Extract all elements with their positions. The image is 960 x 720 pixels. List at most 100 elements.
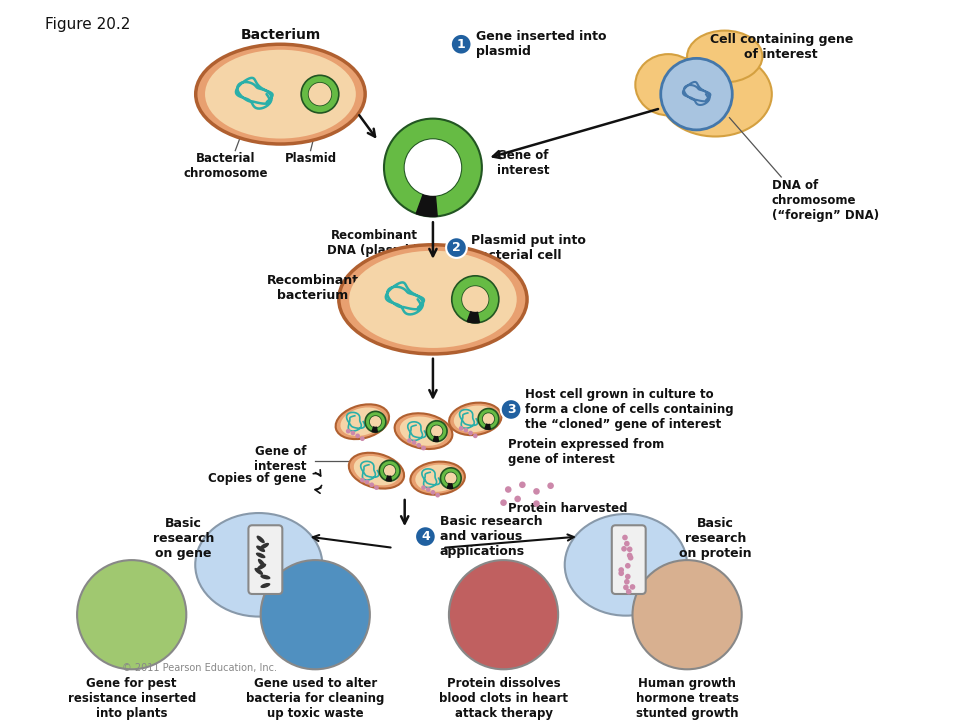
Circle shape [462,286,489,312]
Text: Host cell grown in culture to
form a clone of cells containing
the “cloned” gene: Host cell grown in culture to form a clo… [525,388,733,431]
Wedge shape [447,484,452,489]
Ellipse shape [416,464,460,492]
Ellipse shape [260,575,271,580]
Circle shape [625,574,631,580]
Text: Gene for pest
resistance inserted
into plants: Gene for pest resistance inserted into p… [67,677,196,720]
Text: Figure 20.2: Figure 20.2 [45,17,131,32]
Circle shape [355,433,360,438]
Text: Gene inserted into
plasmid: Gene inserted into plasmid [476,30,607,58]
Wedge shape [379,460,400,481]
Wedge shape [426,420,447,441]
Circle shape [445,472,456,484]
Text: Copies of gene: Copies of gene [208,472,307,485]
Ellipse shape [411,462,465,495]
Wedge shape [468,312,479,323]
Wedge shape [433,436,439,441]
Circle shape [415,526,436,547]
Circle shape [370,482,374,487]
Circle shape [660,58,732,130]
Wedge shape [384,119,482,217]
Ellipse shape [399,416,447,446]
Ellipse shape [260,583,271,588]
Circle shape [533,488,540,495]
Text: Plasmid put into
bacterial cell: Plasmid put into bacterial cell [470,233,586,261]
Text: Gene of
interest: Gene of interest [497,149,549,177]
Wedge shape [485,424,491,429]
Circle shape [309,83,331,105]
Ellipse shape [256,536,265,543]
Circle shape [431,490,435,495]
Circle shape [618,570,624,576]
Circle shape [370,416,381,428]
Text: Human growth
hormone treats
stunted growth: Human growth hormone treats stunted grow… [636,677,738,720]
Ellipse shape [354,456,399,485]
Circle shape [350,431,355,436]
Circle shape [623,585,629,590]
Circle shape [501,399,521,420]
Circle shape [473,433,478,438]
Ellipse shape [339,245,527,354]
Circle shape [627,552,633,558]
Wedge shape [365,411,386,432]
Ellipse shape [254,568,263,575]
Wedge shape [372,427,377,432]
Wedge shape [386,476,392,481]
Text: Protein expressed from
gene of interest: Protein expressed from gene of interest [508,438,664,466]
Ellipse shape [395,413,452,449]
Text: 3: 3 [507,403,516,416]
Ellipse shape [449,402,501,435]
Circle shape [630,584,636,590]
Text: Cell containing gene
of interest: Cell containing gene of interest [709,33,852,61]
Ellipse shape [636,54,701,115]
Text: Recombinant
DNA (plasmid): Recombinant DNA (plasmid) [326,229,422,257]
Wedge shape [452,276,499,323]
Ellipse shape [258,559,265,567]
FancyBboxPatch shape [249,526,282,594]
Circle shape [421,485,426,490]
Circle shape [624,579,630,585]
Ellipse shape [336,405,389,439]
Circle shape [618,567,624,573]
Text: Protein harvested: Protein harvested [508,502,628,515]
Circle shape [505,486,512,492]
Circle shape [547,482,554,489]
Circle shape [624,541,630,546]
Ellipse shape [659,52,772,137]
Text: Basic
research
on gene: Basic research on gene [153,517,214,560]
Text: Bacterial
chromosome: Bacterial chromosome [183,153,268,181]
Text: Gene used to alter
bacteria for cleaning
up toxic waste: Gene used to alter bacteria for cleaning… [246,677,384,720]
Text: Recombinant
bacterium: Recombinant bacterium [266,274,358,302]
Circle shape [625,563,631,569]
Text: Basic research
and various
applications: Basic research and various applications [440,515,542,558]
Text: Bacterium: Bacterium [240,28,321,42]
Ellipse shape [348,453,404,489]
Circle shape [77,560,186,670]
Ellipse shape [256,552,266,558]
Circle shape [360,478,365,482]
Text: DNA of
chromosome
(“foreign” DNA): DNA of chromosome (“foreign” DNA) [772,179,879,222]
Text: Gene of
interest: Gene of interest [254,446,307,473]
Circle shape [360,436,365,441]
Circle shape [459,426,464,431]
Ellipse shape [341,408,384,436]
Circle shape [500,500,507,506]
Circle shape [426,487,431,492]
Text: 1: 1 [457,37,466,50]
Text: Basic
research
on protein: Basic research on protein [679,517,752,560]
Text: Plasmid: Plasmid [284,153,337,166]
Circle shape [464,428,468,433]
Circle shape [621,546,627,552]
Circle shape [405,139,461,196]
Circle shape [483,413,494,425]
Circle shape [449,560,558,670]
Text: © 2011 Pearson Education, Inc.: © 2011 Pearson Education, Inc. [122,663,277,673]
Circle shape [346,429,350,433]
Circle shape [446,237,467,258]
Ellipse shape [349,251,516,348]
Ellipse shape [257,564,266,570]
Text: Protein dissolves
blood clots in heart
attack therapy: Protein dissolves blood clots in heart a… [439,677,568,720]
Circle shape [365,480,370,485]
FancyBboxPatch shape [612,526,646,594]
Ellipse shape [195,513,323,616]
Circle shape [622,535,628,540]
